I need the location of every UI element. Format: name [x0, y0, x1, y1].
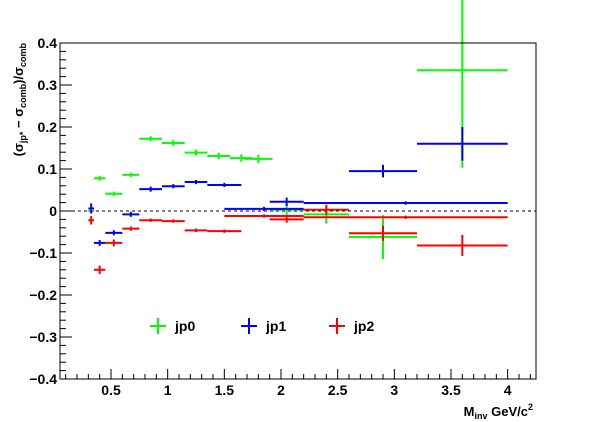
legend-item-jp1: jp1 [241, 318, 286, 334]
x-tick-label: 2.5 [328, 382, 348, 398]
x-axis-title-main: M [464, 404, 475, 419]
data-point [224, 206, 304, 211]
data-point [207, 152, 230, 160]
y-axis-title-sub2: comb [18, 83, 28, 108]
x-tick-label: 3.5 [441, 382, 461, 398]
data-point [303, 215, 508, 219]
data-point [184, 228, 208, 232]
y-axis-title-mid: )/σ [11, 67, 26, 84]
data-point [139, 186, 162, 192]
data-point [94, 239, 106, 246]
x-axis-title-unit: GeV/c [488, 404, 528, 419]
data-point [417, 127, 508, 161]
data-point [303, 201, 508, 205]
y-tick-label: 0.1 [38, 161, 58, 177]
y-tick-label: −0.1 [29, 245, 57, 261]
legend: jp0 jp1 jp2 [150, 318, 374, 334]
data-point [94, 175, 106, 181]
x-axis-title: Minv GeV/c2 [464, 402, 533, 421]
y-tick-label: −0.2 [29, 287, 57, 303]
y-axis-title-sub1: jp* [18, 131, 28, 144]
y-axis-title-minus: − σ [11, 108, 26, 132]
x-axis-title-subscript: inv [475, 411, 488, 421]
x-tick-label: 1 [164, 382, 172, 398]
legend-item-jp2: jp2 [329, 318, 374, 334]
data-point [184, 179, 208, 185]
data-point [349, 164, 417, 178]
legend-label: jp2 [353, 318, 374, 334]
data-point [162, 219, 185, 223]
data-point [303, 204, 349, 215]
y-tick-label: −0.4 [29, 371, 57, 387]
y-axis-title-open: (σ [11, 143, 26, 156]
data-point [269, 216, 304, 223]
data-point [139, 218, 162, 222]
data-point [207, 182, 242, 188]
data-point [269, 197, 304, 206]
data-point [122, 211, 140, 217]
axis-ticks-layer: 0.5 1 1.5 2 2.5 3 3.5 4 0.4 0.3 0.2 0.1 0 −0.1 −0.2 −0.… [29, 35, 531, 398]
data-point [122, 226, 140, 231]
series-jp1 [88, 127, 508, 246]
data-point [349, 225, 417, 241]
data-point [105, 239, 123, 247]
data-point [88, 203, 94, 214]
legend-label: jp0 [174, 318, 195, 334]
data-point [224, 214, 304, 218]
data-point [162, 184, 185, 189]
y-tick-label: 0.4 [38, 35, 58, 51]
data-point [88, 216, 94, 225]
x-tick-label: 3 [390, 382, 398, 398]
y-tick-label: 0.2 [38, 119, 58, 135]
data-point [184, 149, 208, 156]
data-point [94, 265, 106, 274]
x-tick-label: 4 [504, 382, 512, 398]
y-axis-title: (σjp* − σcomb)/σcomb [11, 43, 28, 157]
data-point [105, 191, 123, 196]
y-tick-label: 0.3 [38, 77, 58, 93]
data-point [139, 136, 162, 142]
data-point [122, 172, 140, 177]
series-jp2 [88, 204, 508, 274]
legend-item-jp0: jp0 [150, 318, 195, 334]
data-point [105, 230, 123, 236]
data-point [417, 234, 508, 256]
x-tick-label: 2 [277, 382, 285, 398]
y-axis-title-sub3: comb [18, 43, 28, 68]
y-tick-label: −0.3 [29, 329, 57, 345]
legend-label: jp1 [265, 318, 286, 334]
y-tick-label: 0 [49, 203, 57, 219]
series-layer [88, 0, 508, 274]
x-tick-label: 1.5 [215, 382, 235, 398]
x-tick-label: 0.5 [101, 382, 121, 398]
data-point [207, 229, 242, 233]
x-axis-title-superscript: 2 [528, 402, 533, 412]
data-point [162, 140, 185, 146]
data-point [244, 154, 273, 164]
